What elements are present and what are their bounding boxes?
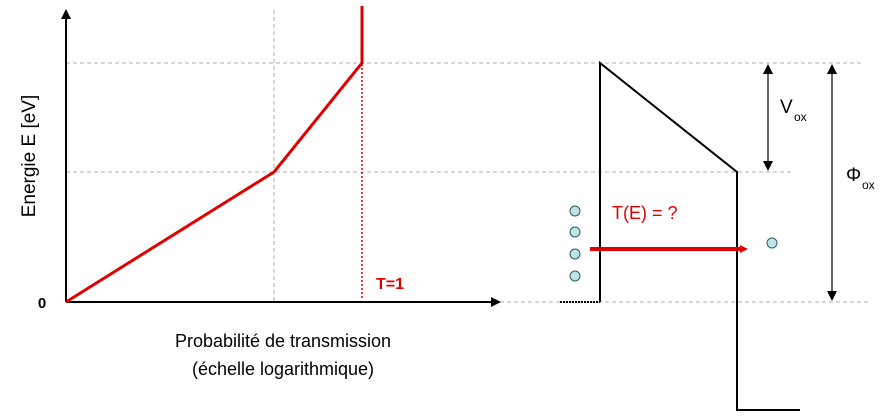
transmission-curve	[65, 6, 364, 304]
phi-symbol: Φ	[846, 165, 861, 186]
electron	[569, 270, 581, 282]
question-label: T(E) = ?	[612, 203, 678, 223]
guides	[66, 10, 870, 303]
t1-label: T=1	[376, 276, 404, 293]
electron	[569, 205, 581, 217]
vox-symbol: V	[780, 97, 793, 118]
electron	[569, 226, 581, 238]
phi-subscript: ox	[862, 178, 875, 192]
barrier	[599, 60, 800, 411]
vox-subscript: ox	[794, 110, 807, 124]
origin-label: 0	[38, 295, 46, 312]
electrons	[569, 205, 778, 282]
x-axis-label: (échelle logarithmique)	[192, 359, 374, 379]
y-axis-label: Energie E [eV]	[19, 95, 40, 218]
x-axis-label: Probabilité de transmission	[175, 331, 391, 351]
electron	[569, 248, 581, 260]
electron	[766, 237, 778, 249]
